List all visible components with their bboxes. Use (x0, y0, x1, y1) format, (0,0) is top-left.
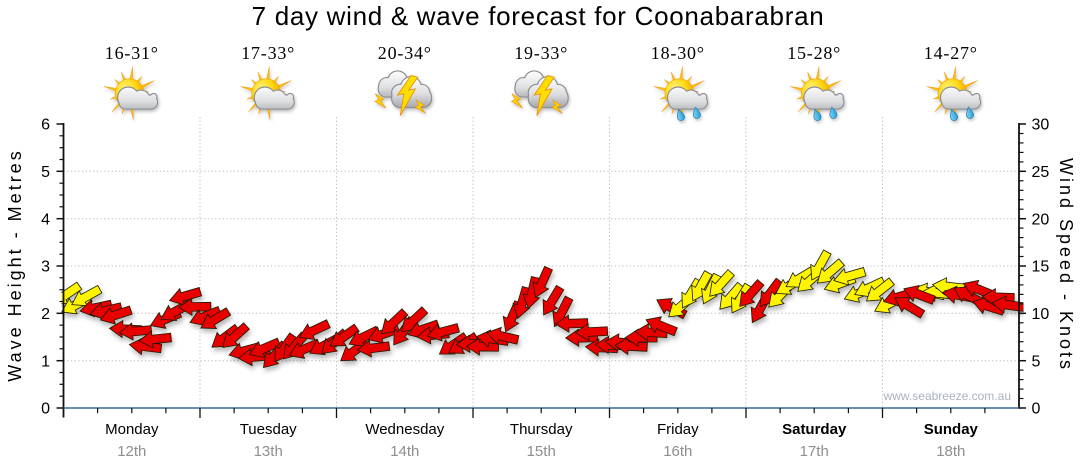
svg-text:16-31°: 16-31° (105, 43, 159, 63)
svg-text:Saturday: Saturday (782, 421, 847, 438)
svg-text:19-33°: 19-33° (514, 43, 568, 63)
svg-text:18-30°: 18-30° (651, 43, 705, 63)
svg-text:5: 5 (1032, 353, 1041, 370)
svg-text:2: 2 (41, 306, 50, 323)
svg-text:18th: 18th (936, 443, 965, 460)
svg-text:Thursday: Thursday (510, 421, 573, 438)
svg-text:15-28°: 15-28° (787, 43, 841, 63)
svg-text:15: 15 (1032, 259, 1050, 276)
svg-text:14th: 14th (390, 443, 419, 460)
svg-text:Monday: Monday (105, 421, 159, 438)
svg-text:16th: 16th (663, 443, 692, 460)
svg-text:30: 30 (1032, 117, 1050, 134)
svg-text:13th: 13th (254, 443, 283, 460)
svg-text:5: 5 (41, 164, 50, 181)
svg-text:Tuesday: Tuesday (240, 421, 297, 438)
svg-text:20-34°: 20-34° (378, 43, 432, 63)
svg-text:6: 6 (41, 117, 50, 134)
svg-text:Wednesday: Wednesday (365, 421, 444, 438)
svg-text:17th: 17th (800, 443, 829, 460)
svg-text:25: 25 (1032, 164, 1050, 181)
svg-text:Friday: Friday (657, 421, 699, 438)
svg-text:0: 0 (41, 401, 50, 418)
svg-text:4: 4 (41, 211, 50, 228)
svg-text:Sunday: Sunday (924, 421, 979, 438)
svg-text:www.seabreeze.com.au: www.seabreeze.com.au (883, 389, 1011, 403)
svg-text:1: 1 (41, 353, 50, 370)
svg-text:10: 10 (1032, 306, 1050, 323)
svg-text:15th: 15th (527, 443, 556, 460)
svg-text:3: 3 (41, 259, 50, 276)
svg-text:17-33°: 17-33° (241, 43, 295, 63)
svg-text:14-27°: 14-27° (924, 43, 978, 63)
svg-text:0: 0 (1032, 401, 1041, 418)
svg-text:Wind Speed - Knots: Wind Speed - Knots (1056, 158, 1076, 372)
svg-text:20: 20 (1032, 211, 1050, 228)
svg-text:12th: 12th (117, 443, 146, 460)
svg-text:Wave Height - Metres: Wave Height - Metres (5, 148, 25, 381)
